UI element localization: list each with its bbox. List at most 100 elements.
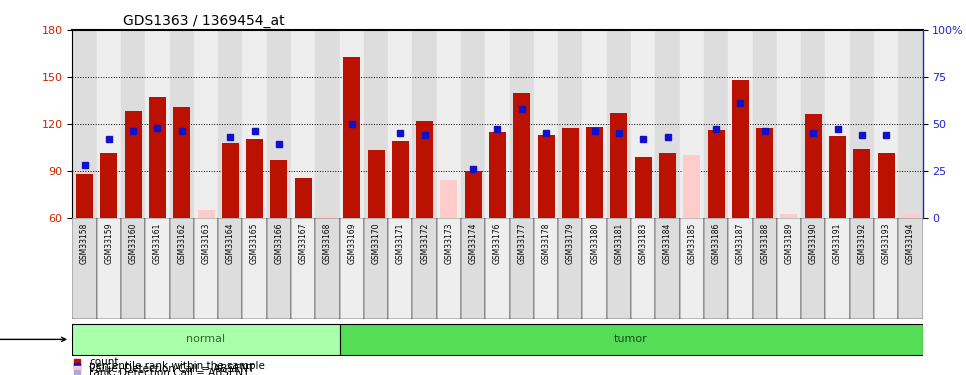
Bar [340,30,364,217]
Bar [510,217,534,319]
Bar [125,111,142,218]
Text: disease state: disease state [0,334,66,344]
Bar [877,153,895,218]
Bar [218,217,242,319]
Text: GSM33179: GSM33179 [566,223,575,264]
Bar [825,30,850,217]
Bar [412,30,437,217]
Bar [683,155,700,218]
Bar [510,30,534,217]
Text: GSM33160: GSM33160 [128,223,138,264]
Bar [825,217,850,319]
Text: GSM33168: GSM33168 [323,223,332,264]
Bar [100,153,118,218]
Bar [340,217,364,319]
Bar [562,128,579,217]
Bar [315,217,340,319]
Text: normal: normal [186,334,226,344]
Bar [874,30,898,217]
Bar [489,132,506,218]
Text: GSM33191: GSM33191 [833,223,842,264]
Text: percentile rank within the sample: percentile rank within the sample [90,361,266,371]
Bar [680,30,704,217]
Text: GSM33171: GSM33171 [396,223,405,264]
Bar [582,30,607,217]
Bar [315,30,340,217]
Text: GSM33183: GSM33183 [639,223,648,264]
Bar [121,30,145,217]
Bar [72,324,340,355]
Bar [145,217,170,319]
Bar [291,217,315,319]
Text: GSM33164: GSM33164 [226,223,235,264]
Text: GSM33192: GSM33192 [857,223,867,264]
Bar [680,217,704,319]
Text: GSM33181: GSM33181 [614,223,623,264]
Text: GSM33184: GSM33184 [663,223,672,264]
Text: GSM33165: GSM33165 [250,223,259,264]
Bar [465,171,482,217]
Text: GSM33194: GSM33194 [906,223,915,264]
Text: GSM33166: GSM33166 [274,223,283,264]
Text: GSM33163: GSM33163 [202,223,211,264]
Text: GSM33185: GSM33185 [687,223,696,264]
Text: GSM33173: GSM33173 [444,223,453,264]
Bar [728,217,753,319]
Bar [343,57,360,217]
Text: count: count [90,357,119,367]
Text: GSM33170: GSM33170 [372,223,381,264]
Bar [97,30,121,217]
Bar [197,210,214,218]
Bar [485,30,510,217]
Bar [461,30,485,217]
Bar [611,113,628,218]
Bar [902,214,919,217]
Text: GSM33190: GSM33190 [809,223,818,264]
Text: tumor: tumor [614,334,648,344]
Bar [558,30,582,217]
Bar [437,30,461,217]
Bar [753,217,777,319]
Text: GSM33188: GSM33188 [760,223,769,264]
Bar [659,153,676,218]
Text: GSM33169: GSM33169 [347,223,356,264]
Text: GSM33162: GSM33162 [177,223,186,264]
Text: GSM33167: GSM33167 [298,223,308,264]
Bar [364,217,388,319]
Text: GSM33172: GSM33172 [420,223,429,264]
Bar [461,217,485,319]
Bar [194,30,218,217]
Bar [267,217,291,319]
Bar [801,217,825,319]
Bar [777,217,801,319]
Bar [295,178,312,218]
Bar [270,160,288,218]
Bar [367,150,384,217]
Bar [704,217,728,319]
Bar [655,217,680,319]
Bar [756,128,773,217]
Text: GDS1363 / 1369454_at: GDS1363 / 1369454_at [124,13,285,28]
Bar [781,214,798,217]
Bar [805,114,822,218]
Text: GSM33177: GSM33177 [517,223,526,264]
Bar [850,217,874,319]
Text: GSM33186: GSM33186 [712,223,721,264]
Bar [194,217,218,319]
Text: value, Detection Call = ABSENT: value, Detection Call = ABSENT [90,364,255,374]
Bar [246,140,263,218]
Bar [170,30,194,217]
Bar [173,106,190,218]
Bar [898,30,923,217]
Text: GSM33193: GSM33193 [882,223,891,264]
Bar [72,30,97,217]
Text: GSM33180: GSM33180 [590,223,599,264]
Bar [704,30,728,217]
Bar [829,136,846,218]
Bar [242,30,267,217]
Bar [537,135,554,218]
Text: rank, Detection Call = ABSENT: rank, Detection Call = ABSENT [90,368,250,375]
Bar [485,217,510,319]
Bar [364,30,388,217]
Text: GSM33158: GSM33158 [80,223,89,264]
